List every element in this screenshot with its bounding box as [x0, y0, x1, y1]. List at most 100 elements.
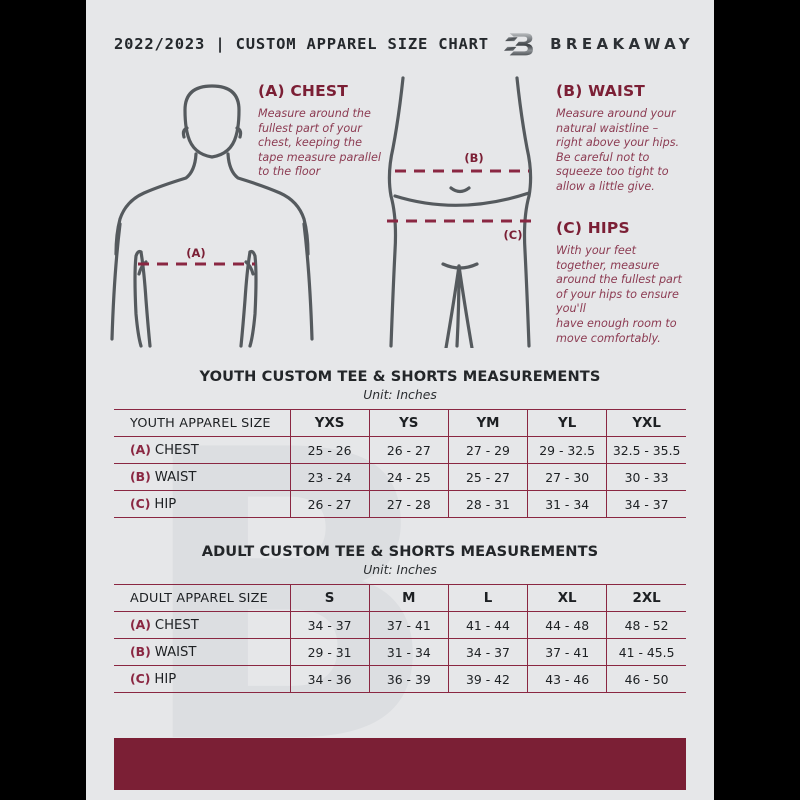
row-name: WAIST	[154, 470, 197, 485]
callout-hips-title: (C) HIPS	[556, 219, 630, 237]
row-name: HIP	[154, 672, 177, 687]
lower-body-figure: (B) (C)	[387, 76, 537, 348]
youth-waist-3: 27 - 30	[527, 463, 608, 491]
youth-table-unit: Unit: Inches	[363, 387, 437, 402]
breakaway-b-monogram-icon	[504, 33, 533, 56]
brand-name: BREAKAWAY	[550, 35, 694, 53]
adult-chest-3: 44 - 48	[527, 611, 608, 639]
youth-size-table: YOUTH APPAREL SIZE YXS YS YM YL YXL (A) C…	[114, 409, 686, 527]
adult-chest-2: 41 - 44	[448, 611, 529, 639]
row-tag: (B)	[130, 469, 151, 484]
callout-chest-body: Measure around the fullest part of your …	[258, 107, 381, 179]
adult-row-label-chest: (A) CHEST	[114, 611, 291, 639]
youth-waist-1: 24 - 25	[369, 463, 449, 491]
adult-table-unit: Unit: Inches	[363, 562, 437, 577]
row-name: WAIST	[154, 645, 197, 660]
measurement-diagrams: (A)	[86, 74, 714, 354]
table-bottom-rule-cell	[114, 692, 686, 702]
table-row: (B) WAIST 29 - 31 31 - 34 34 - 37 37 - 41…	[114, 638, 686, 666]
adult-row-label-waist: (B) WAIST	[114, 638, 291, 666]
callout-waist-body: Measure around your natural waistline – …	[556, 107, 680, 193]
table-header-row: ADULT APPAREL SIZE S M L XL 2XL	[114, 584, 686, 612]
youth-size-col-0: YXS	[290, 409, 370, 437]
youth-chest-0: 25 - 26	[290, 436, 370, 464]
youth-hip-4: 34 - 37	[606, 490, 686, 518]
size-chart-page: B 2022/2023 | CUSTOM APPAREL SIZE CHART	[86, 0, 714, 800]
youth-hip-1: 27 - 28	[369, 490, 449, 518]
adult-waist-1: 31 - 34	[369, 638, 449, 666]
callout-chest: (A) CHEST Measure around the fullest par…	[258, 82, 438, 180]
adult-chest-4: 48 - 52	[606, 611, 686, 639]
table-bottom-rule-cell	[114, 517, 686, 527]
youth-hip-2: 28 - 31	[448, 490, 529, 518]
adult-hip-0: 34 - 36	[290, 665, 370, 693]
adult-size-col-0: S	[290, 584, 370, 612]
callout-hips: (C) HIPS With your feet together, measur…	[556, 219, 708, 346]
table-row: (A) CHEST 34 - 37 37 - 41 41 - 44 44 - 48…	[114, 611, 686, 639]
adult-size-table-block: ADULT CUSTOM TEE & SHORTS MEASUREMENTS U…	[114, 543, 686, 702]
adult-hip-4: 46 - 50	[606, 665, 686, 693]
youth-size-label: YOUTH APPAREL SIZE	[114, 409, 291, 437]
adult-waist-2: 34 - 37	[448, 638, 529, 666]
youth-hip-0: 26 - 27	[290, 490, 370, 518]
table-row: (B) WAIST 23 - 24 24 - 25 25 - 27 27 - 30…	[114, 463, 686, 491]
adult-chest-0: 34 - 37	[290, 611, 370, 639]
youth-chest-4: 32.5 - 35.5	[606, 436, 686, 464]
youth-waist-2: 25 - 27	[448, 463, 529, 491]
adult-size-col-1: M	[369, 584, 449, 612]
adult-hip-3: 43 - 46	[527, 665, 608, 693]
adult-table-title: ADULT CUSTOM TEE & SHORTS MEASUREMENTS	[201, 543, 599, 560]
youth-hip-3: 31 - 34	[527, 490, 608, 518]
callout-chest-title: (A) CHEST	[258, 82, 349, 100]
youth-size-col-2: YM	[448, 409, 529, 437]
callout-waist: (B) WAIST Measure around your natural wa…	[556, 82, 706, 195]
youth-size-col-3: YL	[527, 409, 608, 437]
adult-row-label-hip: (C) HIP	[114, 665, 291, 693]
table-bottom-rule	[114, 517, 686, 527]
row-tag: (C)	[130, 671, 151, 686]
table-bottom-rule	[114, 692, 686, 702]
chest-marker-label: (A)	[186, 246, 205, 260]
adult-size-label: ADULT APPAREL SIZE	[114, 584, 291, 612]
youth-row-label-chest: (A) CHEST	[114, 436, 291, 464]
table-header-row: YOUTH APPAREL SIZE YXS YS YM YL YXL	[114, 409, 686, 437]
youth-size-col-1: YS	[369, 409, 449, 437]
upper-body-figure: (A)	[110, 84, 314, 348]
adult-chest-1: 37 - 41	[369, 611, 449, 639]
youth-chest-1: 26 - 27	[369, 436, 449, 464]
callout-waist-title: (B) WAIST	[556, 82, 646, 100]
row-name: CHEST	[154, 443, 199, 458]
page-title: 2022/2023 | CUSTOM APPAREL SIZE CHART	[114, 35, 489, 53]
adult-size-table: ADULT APPAREL SIZE S M L XL 2XL (A) CHEST…	[114, 584, 686, 702]
row-tag: (A)	[130, 617, 151, 632]
callout-hips-body: With your feet together, measure around …	[556, 244, 682, 345]
row-name: CHEST	[154, 618, 199, 633]
adult-hip-1: 36 - 39	[369, 665, 449, 693]
youth-size-col-4: YXL	[606, 409, 686, 437]
table-row: (C) HIP 26 - 27 27 - 28 28 - 31 31 - 34 3…	[114, 490, 686, 518]
footer-bar	[114, 738, 686, 790]
youth-waist-4: 30 - 33	[606, 463, 686, 491]
youth-row-label-hip: (C) HIP	[114, 490, 291, 518]
brand-lockup: BREAKAWAY	[504, 27, 694, 61]
adult-waist-0: 29 - 31	[290, 638, 370, 666]
page-header: 2022/2023 | CUSTOM APPAREL SIZE CHART	[86, 26, 714, 62]
row-tag: (B)	[130, 644, 151, 659]
youth-chest-3: 29 - 32.5	[527, 436, 608, 464]
youth-waist-0: 23 - 24	[290, 463, 370, 491]
adult-size-col-3: XL	[527, 584, 608, 612]
table-row: (C) HIP 34 - 36 36 - 39 39 - 42 43 - 46 4…	[114, 665, 686, 693]
table-row: (A) CHEST 25 - 26 26 - 27 27 - 29 29 - 32…	[114, 436, 686, 464]
hip-marker-label: (C)	[504, 228, 523, 242]
row-tag: (A)	[130, 442, 151, 457]
adult-waist-4: 41 - 45.5	[606, 638, 686, 666]
row-tag: (C)	[130, 496, 151, 511]
adult-waist-3: 37 - 41	[527, 638, 608, 666]
adult-hip-2: 39 - 42	[448, 665, 529, 693]
adult-size-col-4: 2XL	[606, 584, 686, 612]
waist-marker-label: (B)	[464, 151, 483, 165]
row-name: HIP	[154, 497, 177, 512]
youth-row-label-waist: (B) WAIST	[114, 463, 291, 491]
youth-table-title: YOUTH CUSTOM TEE & SHORTS MEASUREMENTS	[199, 368, 601, 385]
adult-size-col-2: L	[448, 584, 529, 612]
